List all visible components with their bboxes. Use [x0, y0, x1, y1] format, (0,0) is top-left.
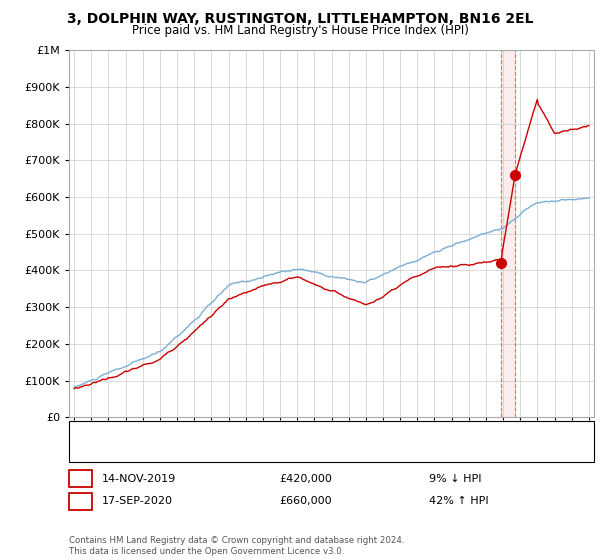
Text: 14-NOV-2019: 14-NOV-2019	[102, 474, 176, 484]
Text: £420,000: £420,000	[279, 474, 332, 484]
Text: 42% ↑ HPI: 42% ↑ HPI	[429, 496, 488, 506]
Text: £660,000: £660,000	[279, 496, 332, 506]
Text: 9% ↓ HPI: 9% ↓ HPI	[429, 474, 482, 484]
Text: HPI: Average price, detached house, Arun: HPI: Average price, detached house, Arun	[108, 446, 326, 455]
Text: 2: 2	[77, 496, 84, 506]
Text: Contains HM Land Registry data © Crown copyright and database right 2024.
This d: Contains HM Land Registry data © Crown c…	[69, 536, 404, 556]
Text: 1: 1	[77, 474, 84, 484]
Text: 1: 1	[0, 559, 1, 560]
Text: 2: 2	[0, 559, 1, 560]
Text: 3, DOLPHIN WAY, RUSTINGTON, LITTLEHAMPTON, BN16 2EL: 3, DOLPHIN WAY, RUSTINGTON, LITTLEHAMPTO…	[67, 12, 533, 26]
Bar	[501, 50, 515, 417]
Text: 3, DOLPHIN WAY, RUSTINGTON, LITTLEHAMPTON, BN16 2EL (detached house): 3, DOLPHIN WAY, RUSTINGTON, LITTLEHAMPTO…	[108, 428, 512, 437]
Text: Price paid vs. HM Land Registry's House Price Index (HPI): Price paid vs. HM Land Registry's House …	[131, 24, 469, 36]
Text: 17-SEP-2020: 17-SEP-2020	[102, 496, 173, 506]
